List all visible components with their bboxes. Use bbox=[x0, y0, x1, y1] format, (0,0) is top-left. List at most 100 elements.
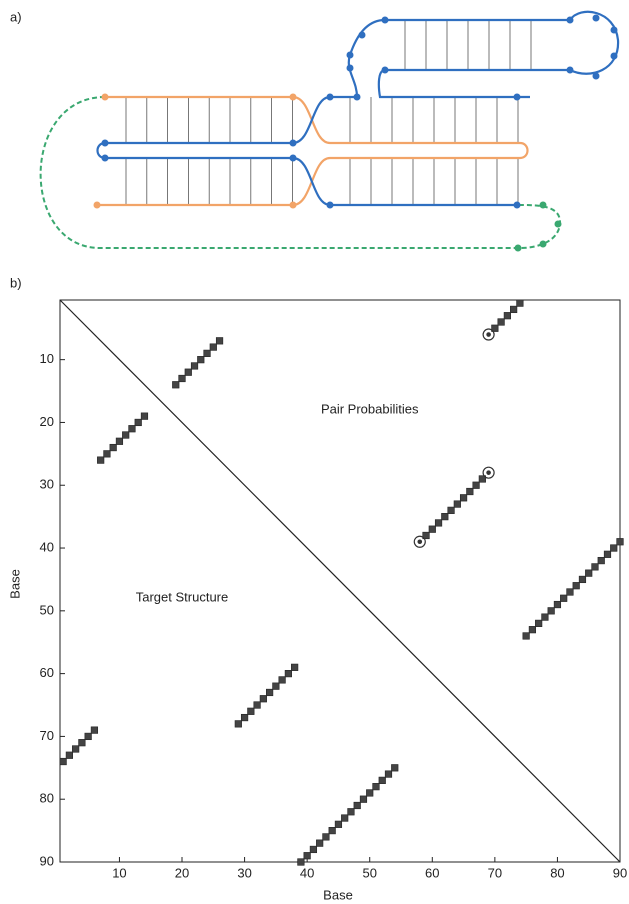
orange-strand bbox=[97, 97, 528, 205]
pair-square bbox=[435, 520, 442, 527]
y-tick-label: 90 bbox=[40, 853, 54, 868]
pair-square bbox=[448, 507, 455, 514]
pair-square bbox=[429, 526, 436, 533]
pair-square bbox=[604, 551, 611, 558]
pair-square bbox=[285, 670, 292, 677]
panel-label: b) bbox=[10, 275, 22, 290]
x-tick-label: 40 bbox=[300, 865, 314, 880]
pair-square bbox=[191, 363, 198, 370]
pair-square bbox=[360, 796, 367, 803]
pair-square bbox=[391, 765, 398, 772]
x-axis-label: Base bbox=[323, 887, 353, 902]
pair-square bbox=[323, 834, 330, 841]
pair-circle bbox=[414, 536, 425, 547]
pair-square bbox=[79, 739, 86, 746]
pair-square bbox=[585, 570, 592, 577]
pair-square bbox=[129, 425, 136, 432]
pair-square bbox=[554, 601, 561, 608]
pair-square bbox=[298, 859, 305, 866]
pair-square bbox=[335, 821, 342, 828]
pair-square bbox=[498, 319, 505, 326]
x-tick-label: 70 bbox=[488, 865, 502, 880]
y-axis-label: Base bbox=[7, 569, 22, 599]
pair-square bbox=[373, 783, 380, 790]
pair-square bbox=[291, 664, 298, 671]
pair-square bbox=[529, 626, 536, 633]
pair-square bbox=[85, 733, 92, 740]
pair-square bbox=[560, 595, 567, 602]
pair-square bbox=[354, 802, 361, 809]
pair-square bbox=[60, 758, 67, 765]
pair-square bbox=[348, 808, 355, 815]
pair-square bbox=[316, 840, 323, 847]
page: {"panel_a": {"label": "a)"}, "chart_data… bbox=[0, 0, 629, 904]
pair-square bbox=[104, 451, 111, 458]
pair-square bbox=[510, 306, 517, 313]
pair-square bbox=[172, 381, 179, 388]
pair-square bbox=[241, 714, 248, 721]
pair-square bbox=[216, 338, 223, 345]
pair-square bbox=[517, 300, 524, 307]
dot bbox=[486, 332, 491, 337]
pair-square bbox=[385, 771, 392, 778]
pair-square bbox=[579, 576, 586, 583]
pair-square bbox=[592, 564, 599, 571]
pair-square bbox=[460, 494, 467, 501]
pair-square bbox=[273, 683, 280, 690]
pair-square bbox=[91, 727, 98, 734]
y-tick-label: 60 bbox=[40, 665, 54, 680]
base-pairs bbox=[126, 20, 531, 205]
pair-square bbox=[598, 557, 605, 564]
pair-square bbox=[197, 356, 204, 363]
pair-circle bbox=[483, 329, 494, 340]
pair-square bbox=[260, 695, 267, 702]
pair-square bbox=[122, 432, 129, 439]
pair-square bbox=[204, 350, 211, 357]
pair-square bbox=[135, 419, 142, 426]
pair-square bbox=[110, 444, 117, 451]
pair-square bbox=[66, 752, 73, 759]
y-tick-label: 80 bbox=[40, 791, 54, 806]
pair-square bbox=[304, 852, 311, 859]
x-tick-label: 60 bbox=[425, 865, 439, 880]
x-tick-label: 80 bbox=[550, 865, 564, 880]
pair-square bbox=[467, 488, 474, 495]
pair-square bbox=[548, 608, 555, 615]
pair-square bbox=[473, 482, 480, 489]
pair-square bbox=[310, 846, 317, 853]
pair-square bbox=[573, 582, 580, 589]
pair-square bbox=[535, 620, 542, 627]
pair-square bbox=[97, 457, 104, 464]
pair-square bbox=[567, 589, 574, 596]
blue-strand bbox=[98, 12, 619, 205]
pair-square bbox=[523, 633, 530, 640]
y-tick-label: 10 bbox=[40, 351, 54, 366]
y-tick-label: 40 bbox=[40, 539, 54, 554]
y-tick-label: 30 bbox=[40, 477, 54, 492]
pair-square bbox=[254, 702, 261, 709]
linker-strand bbox=[41, 97, 560, 248]
pair-square bbox=[379, 777, 386, 784]
x-tick-label: 50 bbox=[362, 865, 376, 880]
pair-square bbox=[179, 375, 186, 382]
pair-square bbox=[279, 677, 286, 684]
pair-square bbox=[366, 790, 373, 797]
pair-square bbox=[210, 344, 217, 351]
x-tick-label: 90 bbox=[613, 865, 627, 880]
pair-square bbox=[235, 721, 242, 728]
pair-square bbox=[542, 614, 549, 621]
pair-square bbox=[185, 369, 192, 376]
pair-circle bbox=[483, 467, 494, 478]
y-tick-label: 70 bbox=[40, 728, 54, 743]
pair-square bbox=[329, 827, 336, 834]
dot bbox=[417, 539, 422, 544]
pair-square bbox=[341, 815, 348, 822]
y-tick-label: 20 bbox=[40, 414, 54, 429]
pair-square bbox=[116, 438, 123, 445]
panel-a: a) bbox=[0, 0, 629, 270]
y-tick-label: 50 bbox=[40, 602, 54, 617]
pair-square bbox=[266, 689, 273, 696]
panel-label: a) bbox=[10, 9, 22, 24]
x-tick-label: 20 bbox=[175, 865, 189, 880]
